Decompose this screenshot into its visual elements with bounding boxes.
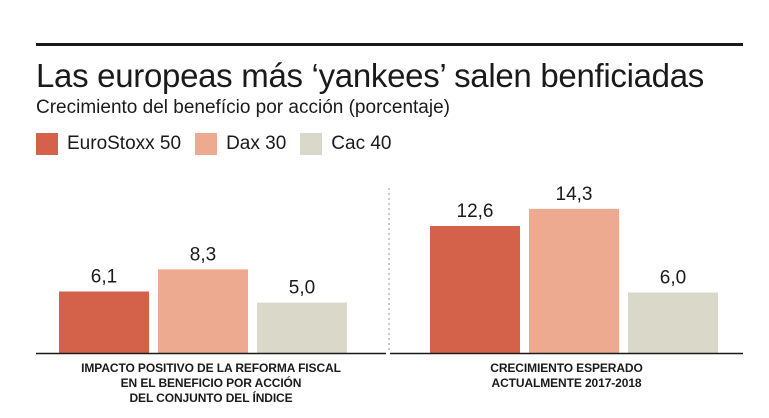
legend-label-eurostoxx: EuroStoxx 50 <box>67 133 182 154</box>
chart-title: Las europeas más ‘yankees’ salen benfici… <box>36 57 704 94</box>
bar-label-dax-group-2: 14,3 <box>556 184 593 205</box>
bar-eurostoxx-group-1 <box>59 291 149 353</box>
legend-label-dax: Dax 30 <box>226 133 287 154</box>
bar-cac-group-1 <box>257 302 347 353</box>
legend-swatch-dax <box>195 133 218 155</box>
chart-subtitle: Crecimiento del benefício por acción (po… <box>36 97 450 118</box>
bar-dax-group-1 <box>158 269 248 353</box>
bar-cac-group-2 <box>628 292 718 353</box>
top-rule <box>36 43 743 46</box>
bar-label-cac-group-1: 5,0 <box>289 278 315 299</box>
bar-label-cac-group-2: 6,0 <box>660 268 686 289</box>
bar-label-dax-group-1: 8,3 <box>190 244 216 265</box>
bar-dax-group-2 <box>529 208 619 353</box>
group-label-reforma-line-3: DEL CONJUNTO DEL ÍNDICE <box>129 391 293 405</box>
group-label-crecimiento-line-1: CRECIMIENTO ESPERADO <box>490 361 643 375</box>
bar-label-eurostoxx-group-2: 12,6 <box>457 201 494 222</box>
bar-label-eurostoxx-group-1: 6,1 <box>91 267 117 288</box>
group-label-reforma: IMPACTO POSITIVO DE LA REFORMA FISCAL EN… <box>36 361 386 406</box>
group-label-reforma-line-1: IMPACTO POSITIVO DE LA REFORMA FISCAL <box>81 361 341 375</box>
group-label-crecimiento-line-2: ACTUALMENTE 2017-2018 <box>491 376 642 390</box>
legend-item-dax: Dax 30 <box>195 133 286 155</box>
legend-label-cac: Cac 40 <box>331 133 392 154</box>
group-label-crecimiento: CRECIMIENTO ESPERADO ACTUALMENTE 2017-20… <box>390 361 743 391</box>
legend-swatch-cac <box>300 133 323 155</box>
legend-item-eurostoxx: EuroStoxx 50 <box>36 133 181 155</box>
bar-eurostoxx-group-2 <box>430 225 520 353</box>
legend-swatch-eurostoxx <box>36 133 58 155</box>
group-label-reforma-line-2: EN EL BENEFICIO POR ACCIÓN <box>120 376 302 390</box>
legend: EuroStoxx 50 Dax 30 Cac 40 <box>36 131 405 157</box>
legend-item-cac: Cac 40 <box>300 133 391 155</box>
